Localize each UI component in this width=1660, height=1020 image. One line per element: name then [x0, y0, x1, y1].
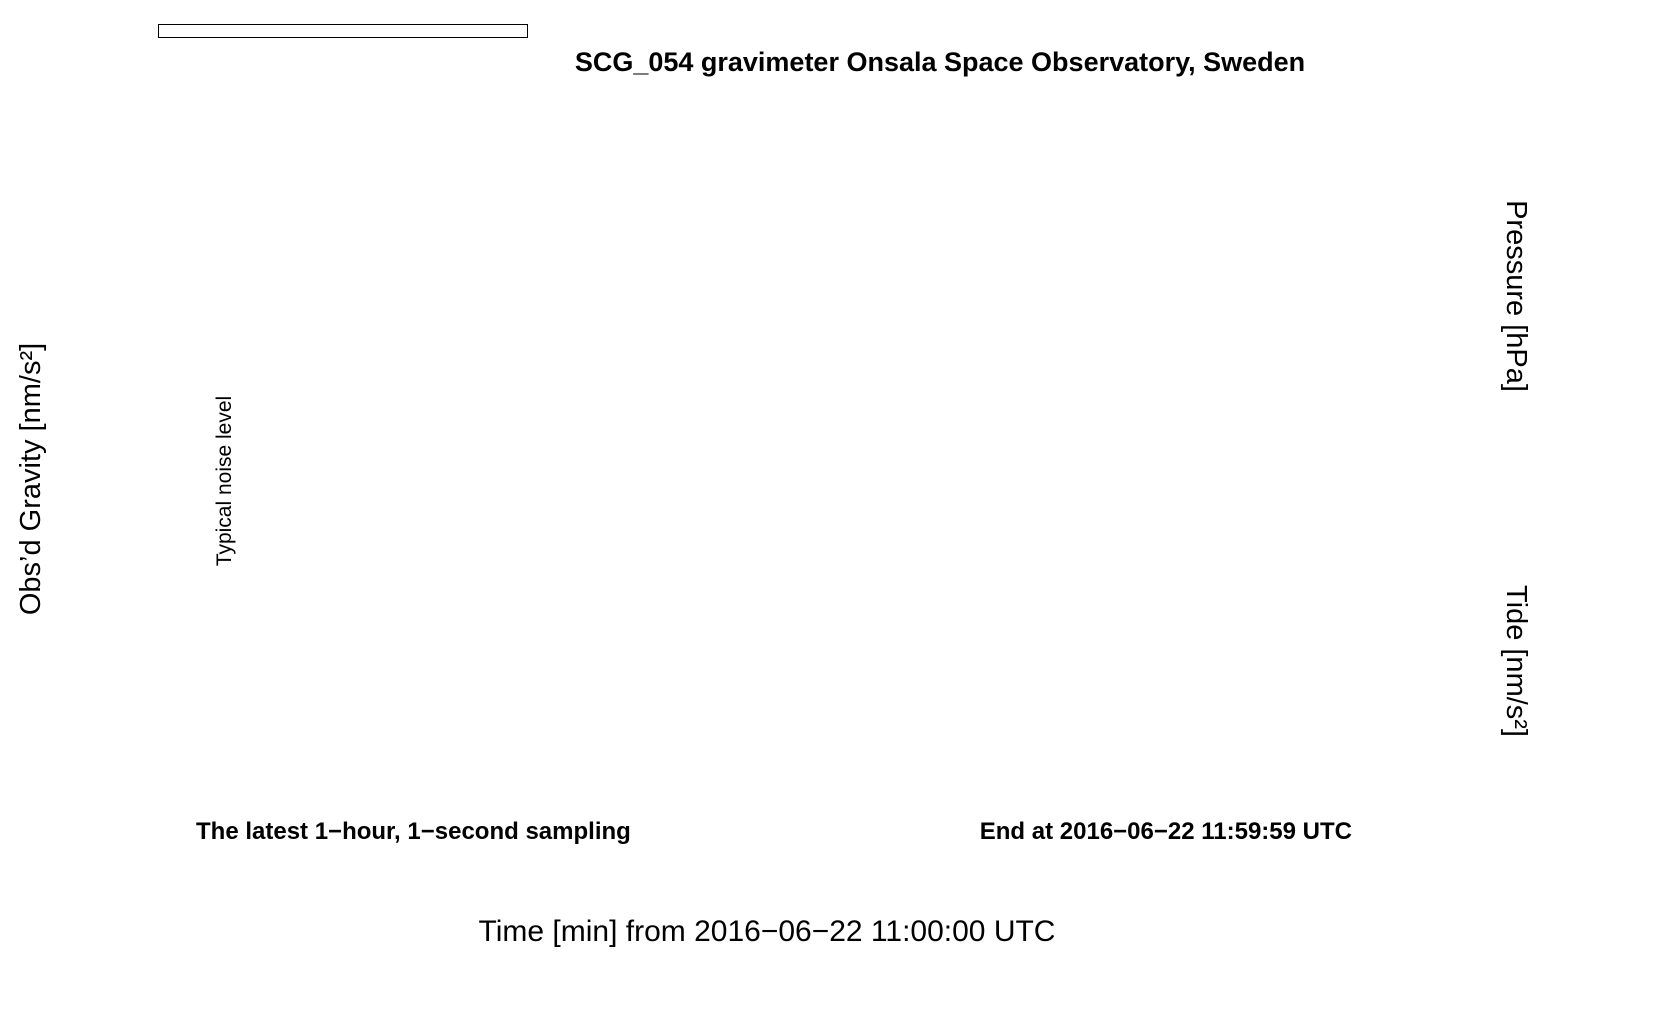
y-axis-label-pressure: Pressure [hPa]: [1500, 200, 1532, 392]
annotation-end-time: End at 2016−06−22 11:59:59 UTC: [980, 818, 1352, 845]
y-axis-label-gravity: Obs’d Gravity [nm/s²]: [15, 343, 47, 615]
annotation-sampling: The latest 1−hour, 1−second sampling: [196, 818, 631, 845]
chart-title: SCG_054 gravimeter Onsala Space Observat…: [575, 47, 1305, 77]
noise-level-label: Typical noise level: [213, 396, 236, 566]
x-axis-label: Time [min] from 2016−06−22 11:00:00 UTC: [479, 915, 1056, 948]
y-axis-label-tide: Tide [nm/s²]: [1500, 585, 1532, 737]
legend: [158, 24, 528, 38]
